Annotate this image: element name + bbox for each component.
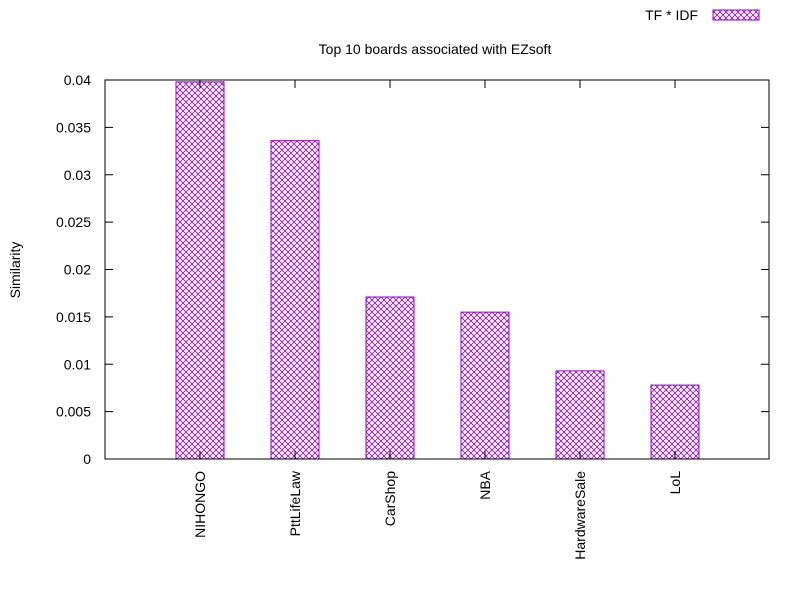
chart-title: Top 10 boards associated with EZsoft: [319, 41, 552, 57]
y-tick-label: 0.015: [56, 309, 91, 325]
bar: [555, 370, 605, 460]
y-tick-label: 0.04: [64, 72, 91, 88]
y-tick-label: 0.035: [56, 119, 91, 135]
x-tick-label: PttLifeLaw: [287, 470, 303, 536]
legend-swatch: [712, 9, 760, 21]
y-tick-label: 0.005: [56, 404, 91, 420]
legend: TF * IDF: [645, 7, 760, 23]
y-tick-label: 0: [83, 451, 91, 467]
bar: [175, 81, 225, 460]
bar: [460, 311, 510, 460]
y-tick-label: 0.025: [56, 214, 91, 230]
y-tick-label: 0.03: [64, 167, 91, 183]
x-tick-label: NIHONGO: [192, 471, 208, 538]
x-tick-label: NBA: [477, 470, 493, 499]
bars: [175, 81, 700, 460]
bar: [270, 140, 320, 460]
y-tick-label: 0.02: [64, 262, 91, 278]
x-tick-label: HardwareSale: [572, 471, 588, 560]
x-tick-label: CarShop: [382, 471, 398, 526]
x-tick-label: LoL: [667, 471, 683, 495]
x-axis-tick-labels: NIHONGO PttLifeLaw CarShop NBA HardwareSale L…: [192, 80, 683, 560]
y-axis-ticks: 0 0.005 0.01 0.015 0.02 0.025 0.03 0.035 0.04: [56, 72, 769, 467]
y-axis-label: Similarity: [7, 242, 23, 299]
legend-label: TF * IDF: [645, 7, 698, 23]
bar: [650, 384, 700, 460]
plot-frame: [104, 79, 770, 460]
bar: [365, 296, 415, 460]
y-tick-label: 0.01: [64, 356, 91, 372]
